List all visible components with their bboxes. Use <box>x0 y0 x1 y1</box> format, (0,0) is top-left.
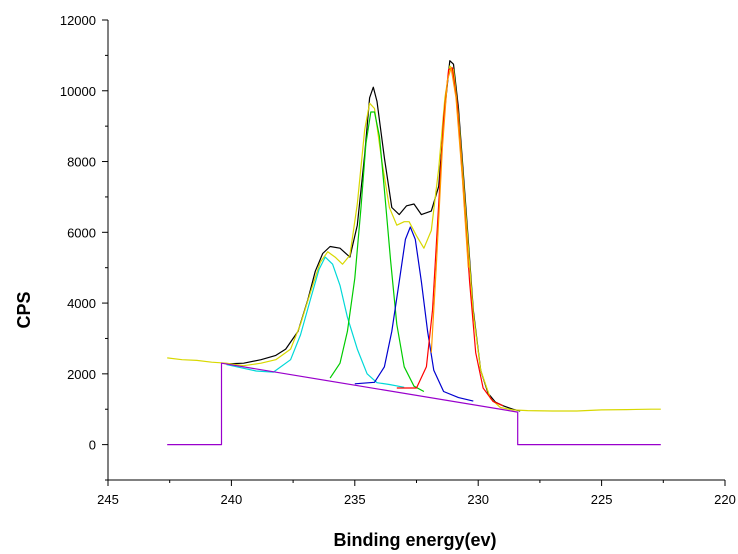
y-tick-label: 2000 <box>67 367 96 382</box>
x-tick-label: 235 <box>344 492 366 507</box>
ticks-layer: 245 240 235 230 225 220 0 2000 4000 6000 8000 10000… <box>60 13 736 507</box>
y-tick-label: 10000 <box>60 84 96 99</box>
series-line-3 <box>226 256 405 388</box>
x-tick-label: 220 <box>714 492 736 507</box>
x-tick-label: 225 <box>591 492 613 507</box>
y-tick-label: 0 <box>89 438 96 453</box>
x-tick-label: 245 <box>97 492 119 507</box>
series-line-2 <box>167 65 661 412</box>
series-line-6 <box>396 67 504 407</box>
series-line-1 <box>226 60 521 412</box>
x-tick-label: 240 <box>221 492 243 507</box>
x-tick-label: 230 <box>467 492 489 507</box>
series-line-8 <box>167 362 661 446</box>
x-axis-title: Binding energy(ev) <box>333 530 496 550</box>
y-tick-label: 8000 <box>67 155 96 170</box>
y-tick-label: 6000 <box>67 225 96 240</box>
series-line-5 <box>354 226 474 402</box>
y-tick-label: 12000 <box>60 13 96 28</box>
y-axis-title: CPS <box>14 291 34 328</box>
y-tick-label: 4000 <box>67 296 96 311</box>
series-layer <box>167 60 661 446</box>
series-line-7 <box>430 67 469 353</box>
series-line-4 <box>329 111 425 393</box>
